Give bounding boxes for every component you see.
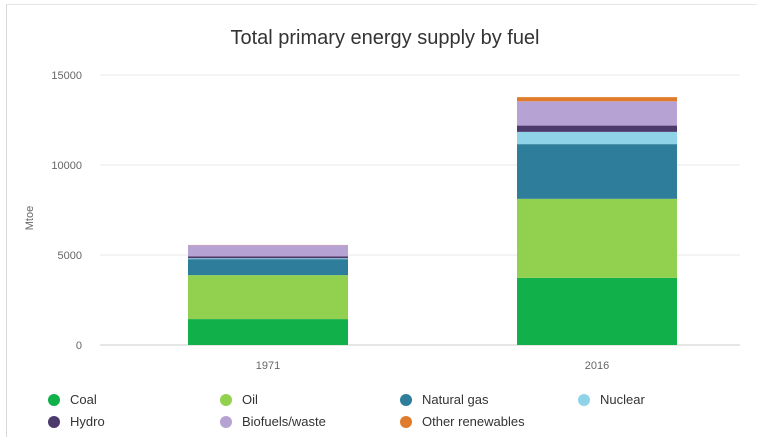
x-tick-label: 1971 <box>256 360 280 372</box>
legend-label: Hydro <box>70 414 105 429</box>
y-tick-label: 15000 <box>51 70 82 82</box>
legend-swatch <box>578 393 590 406</box>
bar-segment-hydro-1971[interactable] <box>188 256 348 259</box>
legend-item-oil[interactable]: Oil <box>220 392 258 407</box>
bar-segment-coal-1971[interactable] <box>188 319 348 345</box>
x-tick-label: 2016 <box>585 360 609 372</box>
chart-title: Total primary energy supply by fuel <box>230 27 539 49</box>
bar-segment-hydro-2016[interactable] <box>517 125 677 132</box>
y-tick-label: 10000 <box>51 160 82 172</box>
bar-segment-natural-gas-1971[interactable] <box>188 259 348 276</box>
bar-segment-nuclear-2016[interactable] <box>517 131 677 145</box>
legend-swatch <box>48 393 60 406</box>
legend-label: Coal <box>70 392 97 407</box>
legend-item-hydro[interactable]: Hydro <box>48 414 105 429</box>
bar-segment-biofuels-waste-2016[interactable] <box>517 101 677 126</box>
bar-segment-biofuels-waste-1971[interactable] <box>188 245 348 257</box>
legend-swatch <box>220 393 232 406</box>
legend-swatch <box>400 393 412 406</box>
legend-swatch <box>48 415 60 428</box>
y-tick-label: 0 <box>76 340 82 352</box>
bar-segment-oil-1971[interactable] <box>188 275 348 320</box>
legend-label: Other renewables <box>422 414 525 429</box>
legend-item-nuclear[interactable]: Nuclear <box>578 392 645 407</box>
y-tick-label: 5000 <box>58 250 82 262</box>
bar-segment-coal-2016[interactable] <box>517 277 677 345</box>
legend-item-biofuels-waste[interactable]: Biofuels/waste <box>220 414 326 429</box>
bar-segment-natural-gas-2016[interactable] <box>517 144 677 199</box>
bar-layer <box>188 97 677 345</box>
legend-label: Natural gas <box>422 392 489 407</box>
legend-swatch <box>400 415 412 428</box>
x-tick-layer: 1971 2016 <box>256 360 609 372</box>
bar-segment-other-renewables-2016[interactable] <box>517 97 677 102</box>
legend-label: Nuclear <box>600 392 645 407</box>
legend-swatch <box>220 415 232 428</box>
legend-item-coal[interactable]: Coal <box>48 392 97 407</box>
bar-segment-nuclear-1971[interactable] <box>188 258 348 260</box>
y-axis-label: Mtoe <box>24 206 36 230</box>
legend-item-other-renewables[interactable]: Other renewables <box>400 414 525 429</box>
legend-label: Biofuels/waste <box>242 414 326 429</box>
legend-label: Oil <box>242 392 258 407</box>
bar-segment-oil-2016[interactable] <box>517 198 677 278</box>
legend-item-natural-gas[interactable]: Natural gas <box>400 392 488 407</box>
